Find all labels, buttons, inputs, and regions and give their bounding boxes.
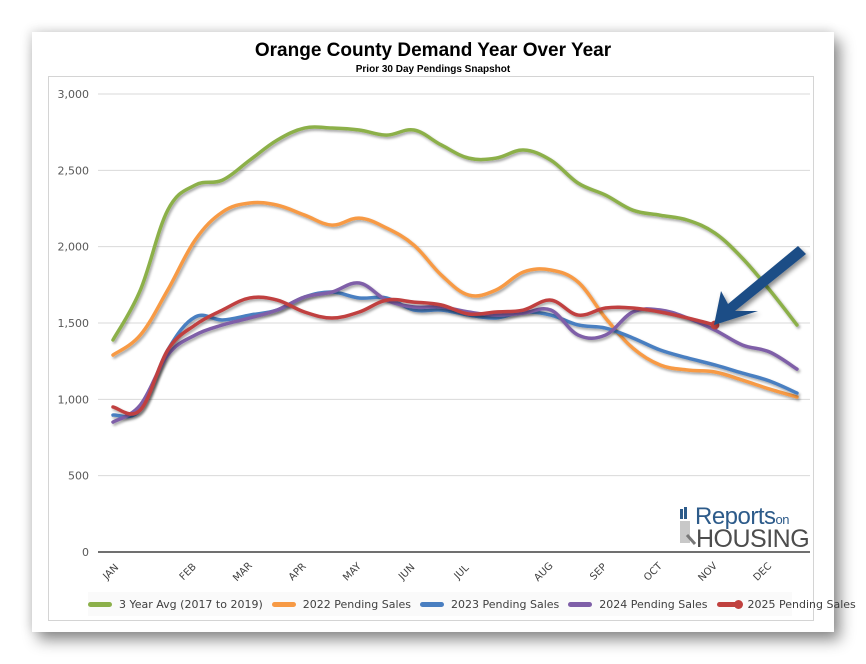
y-axis-labels: 0 500 1,000 1,500 2,000 2,500 3,000: [58, 88, 90, 559]
legend-swatch: [271, 601, 296, 607]
legend-item: 2025 Pending Sales: [716, 597, 856, 611]
reports-on-housing-logo: Reportson HOUSING: [678, 503, 814, 553]
legend-swatch: [420, 601, 445, 607]
legend-item: 2023 Pending Sales: [420, 598, 559, 611]
x-tick-label: OCT: [642, 560, 665, 583]
chart-title: Orange County Demand Year Over Year: [254, 40, 612, 61]
series-2024-line: [111, 281, 799, 424]
y-tick-label: 0: [82, 546, 89, 559]
legend-swatch: [716, 599, 743, 609]
legend-label: 2024 Pending Sales: [599, 597, 708, 611]
y-tick-label: 500: [68, 470, 89, 483]
x-tick-label: JUN: [396, 562, 417, 583]
series-lines: [111, 125, 799, 424]
series-3yr-avg-line: [111, 125, 799, 342]
x-tick-label: FEB: [178, 562, 199, 583]
x-tick-label: AUG: [532, 561, 555, 584]
gridlines: [98, 93, 810, 477]
legend-item: 3 Year Avg (2017 to 2019): [88, 598, 263, 611]
y-tick-label: 1,500: [58, 317, 90, 330]
logo-reports-text: Reportson: [695, 503, 790, 530]
y-tick-label: 2,500: [58, 164, 90, 177]
y-tick-label: 2,000: [58, 241, 90, 254]
x-tick-label: MAR: [231, 560, 255, 584]
legend-item: 2024 Pending Sales: [568, 597, 708, 611]
series-2022-line: [111, 200, 799, 399]
y-tick-label: 1,000: [58, 393, 90, 406]
legend-label: 3 Year Avg (2017 to 2019): [119, 597, 263, 611]
chart-frame: [48, 76, 814, 621]
legend-label: 2023 Pending Sales: [451, 597, 560, 611]
x-tick-label: JUL: [452, 562, 472, 582]
y-tick-label: 3,000: [58, 88, 90, 101]
logo-housing-text: HOUSING: [696, 525, 810, 553]
x-tick-label: JAN: [101, 562, 122, 583]
logo-magnifier-icon: [680, 507, 696, 545]
legend-swatch: [88, 601, 112, 607]
x-tick-label: SEP: [588, 562, 609, 583]
legend-item: 2022 Pending Sales: [271, 597, 412, 611]
x-axis-labels: JAN FEB MAR APR MAY JUN JUL AUG SEP OCT NOV DEC: [101, 560, 775, 584]
legend-label: 2022 Pending Sales: [302, 597, 412, 611]
x-tick-label: APR: [287, 561, 309, 583]
x-tick-label: MAY: [341, 560, 364, 583]
x-tick-label: DEC: [752, 561, 775, 584]
legend-swatch: [568, 601, 593, 607]
legend-label: 2025 Pending Sales: [747, 597, 856, 611]
chart-subtitle: Prior 30 Day Pendings Snapshot: [355, 64, 511, 75]
chart-card: [32, 32, 834, 632]
chart-legend: 3 Year Avg (2017 to 2019) 2022 Pending Sa…: [88, 592, 856, 616]
series-2023-line: [111, 290, 799, 419]
series-2025-line: [111, 295, 717, 416]
annotation-arrow: [714, 246, 806, 325]
x-tick-label: NOV: [696, 560, 719, 583]
legend-marker: [733, 599, 743, 609]
